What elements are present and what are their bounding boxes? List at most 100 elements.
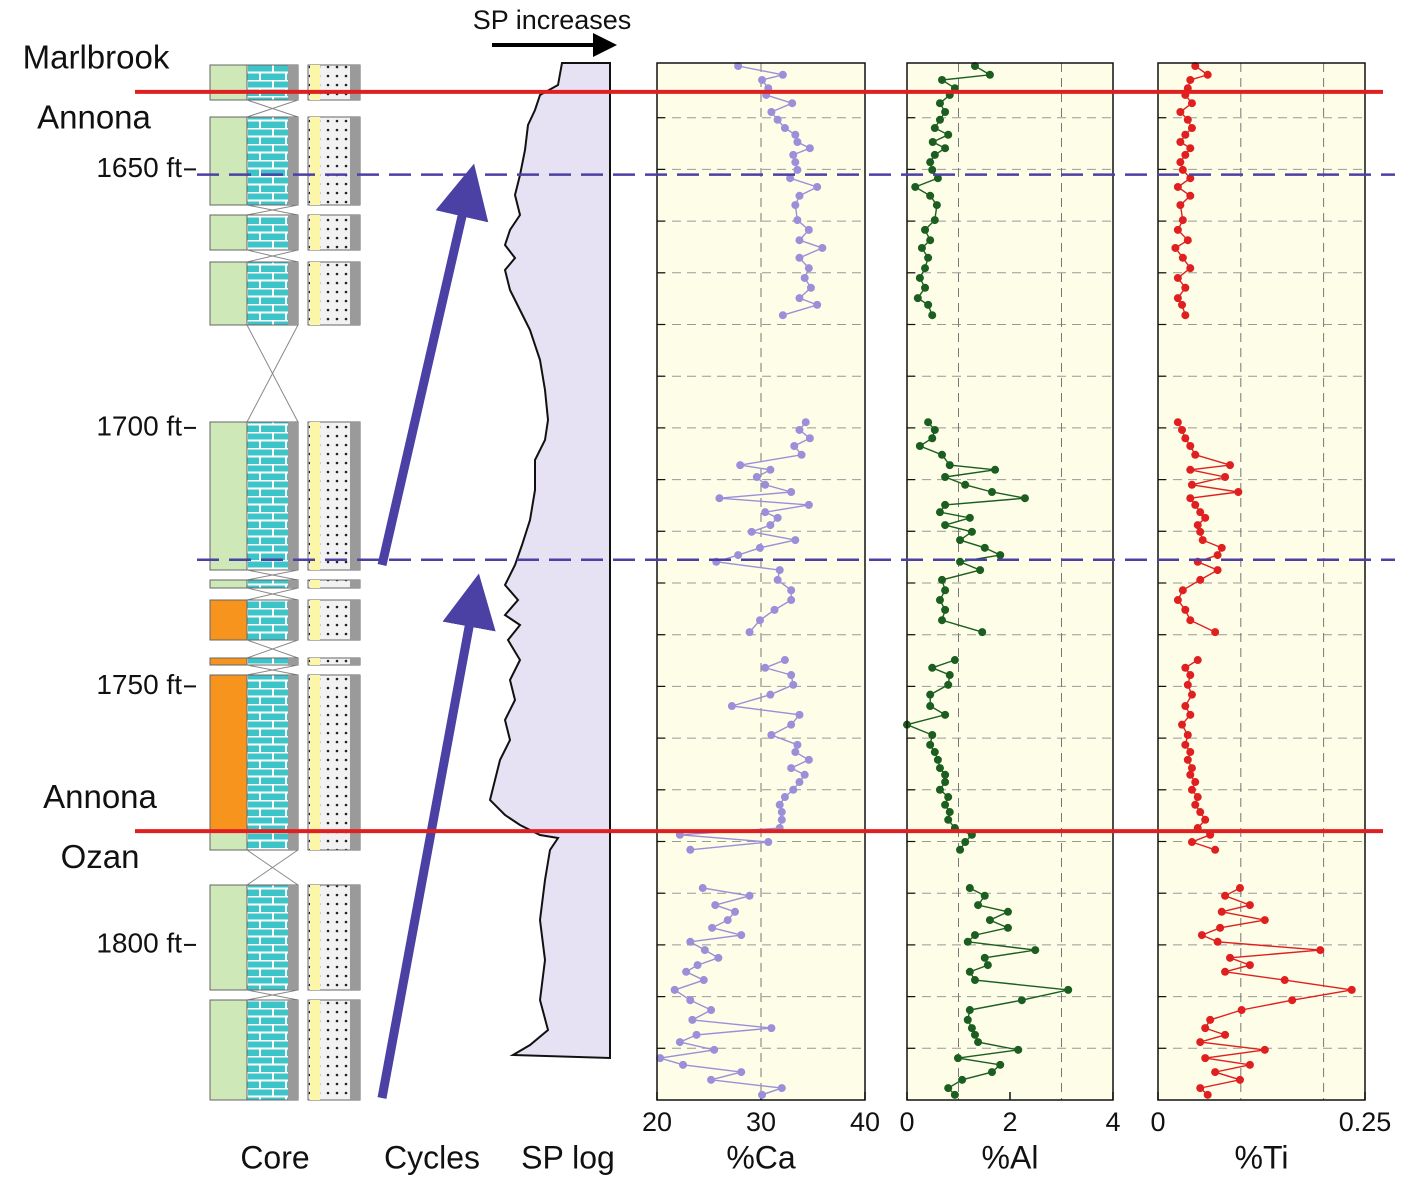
- core-grain-yellow: [310, 675, 320, 830]
- core-grain-yellow: [310, 262, 320, 325]
- data-point: [805, 144, 814, 153]
- data-point: [793, 137, 802, 146]
- data-point: [944, 815, 953, 824]
- data-point: [941, 144, 950, 153]
- panel-background: [1158, 63, 1365, 1100]
- data-point: [813, 300, 822, 309]
- data-point: [938, 75, 947, 84]
- core-lithology: [209, 674, 248, 831]
- core-grain-yellow: [310, 658, 320, 665]
- data-point: [1260, 1045, 1269, 1054]
- data-point: [1186, 710, 1195, 719]
- data-point: [804, 500, 813, 509]
- data-point: [933, 174, 942, 183]
- core-grain-edge: [350, 422, 360, 570]
- data-point: [1196, 808, 1205, 817]
- core-grain-edge: [350, 830, 360, 850]
- core-grain-edge: [350, 65, 360, 100]
- data-point: [1183, 236, 1192, 245]
- data-point: [1186, 465, 1195, 474]
- core-lithology: [209, 999, 248, 1101]
- data-point: [967, 527, 976, 536]
- data-point: [1193, 521, 1202, 530]
- data-point: [1020, 494, 1029, 503]
- data-point: [804, 264, 813, 273]
- core-edge: [288, 580, 298, 588]
- core-grain-edge: [350, 215, 360, 250]
- data-point: [1191, 800, 1200, 809]
- data-point: [789, 785, 798, 794]
- data-point: [731, 907, 739, 916]
- data-point: [933, 755, 942, 764]
- data-point: [787, 586, 796, 595]
- data-point: [1186, 191, 1195, 200]
- data-point: [797, 450, 806, 459]
- panel-frame: [906, 62, 1114, 1101]
- data-point: [758, 75, 767, 84]
- data-point: [699, 976, 708, 985]
- x-tick-label: 30: [746, 1107, 776, 1137]
- sp-direction: SP increases: [473, 5, 632, 35]
- data-point: [926, 236, 935, 245]
- core-lithology: [209, 261, 248, 326]
- core-edge: [288, 117, 298, 205]
- core-gap: [246, 587, 299, 601]
- data-point: [1221, 967, 1230, 976]
- data-point: [787, 720, 796, 729]
- data-point: [1237, 1006, 1246, 1015]
- data-point: [1176, 201, 1185, 210]
- data-point: [935, 99, 944, 108]
- data-point: [767, 108, 776, 117]
- data-point: [1187, 690, 1196, 699]
- data-point: [941, 473, 950, 482]
- data-point: [996, 551, 1005, 560]
- data-point: [1014, 1045, 1023, 1054]
- data-point: [758, 1090, 767, 1099]
- core-edge: [288, 65, 298, 100]
- data-point: [1173, 596, 1182, 605]
- core-grain-edge: [350, 262, 360, 325]
- data-point: [791, 158, 800, 167]
- data-point: [1201, 1054, 1210, 1063]
- data-point: [770, 605, 779, 614]
- data-point: [941, 586, 950, 595]
- data-point: [806, 283, 815, 292]
- data-point: [761, 480, 770, 489]
- core-grain-edge: [350, 885, 360, 990]
- data-point: [950, 1090, 959, 1099]
- data-point: [930, 748, 939, 757]
- data-point: [928, 434, 937, 443]
- data-point: [1235, 1075, 1244, 1084]
- data-point: [1206, 1015, 1215, 1024]
- formation-label: Ozan: [61, 838, 140, 875]
- data-point: [766, 465, 775, 474]
- data-point: [1226, 461, 1235, 470]
- data-point: [1186, 748, 1195, 757]
- data-point: [1193, 793, 1202, 802]
- data-point: [670, 985, 679, 994]
- data-point: [928, 311, 937, 320]
- data-point: [1198, 536, 1207, 545]
- data-point: [1201, 815, 1210, 824]
- data-point: [941, 800, 950, 809]
- data-point: [1181, 434, 1190, 443]
- core-gap: [246, 639, 299, 659]
- data-point: [1203, 70, 1212, 79]
- core-grain-yellow: [310, 885, 320, 990]
- core-grain-yellow: [310, 600, 320, 640]
- data-point: [1191, 500, 1200, 509]
- data-point: [935, 115, 944, 124]
- data-point: [930, 124, 939, 133]
- data-point: [1183, 680, 1192, 689]
- data-point: [1178, 253, 1187, 262]
- data-point: [1183, 755, 1192, 764]
- core-edge: [288, 262, 298, 325]
- data-point: [1316, 946, 1325, 955]
- data-point: [801, 418, 810, 427]
- data-point: [930, 150, 939, 159]
- data-point: [734, 62, 743, 70]
- data-point: [924, 418, 933, 427]
- data-point: [789, 680, 798, 689]
- data-point: [1176, 108, 1185, 117]
- data-point: [1186, 616, 1195, 625]
